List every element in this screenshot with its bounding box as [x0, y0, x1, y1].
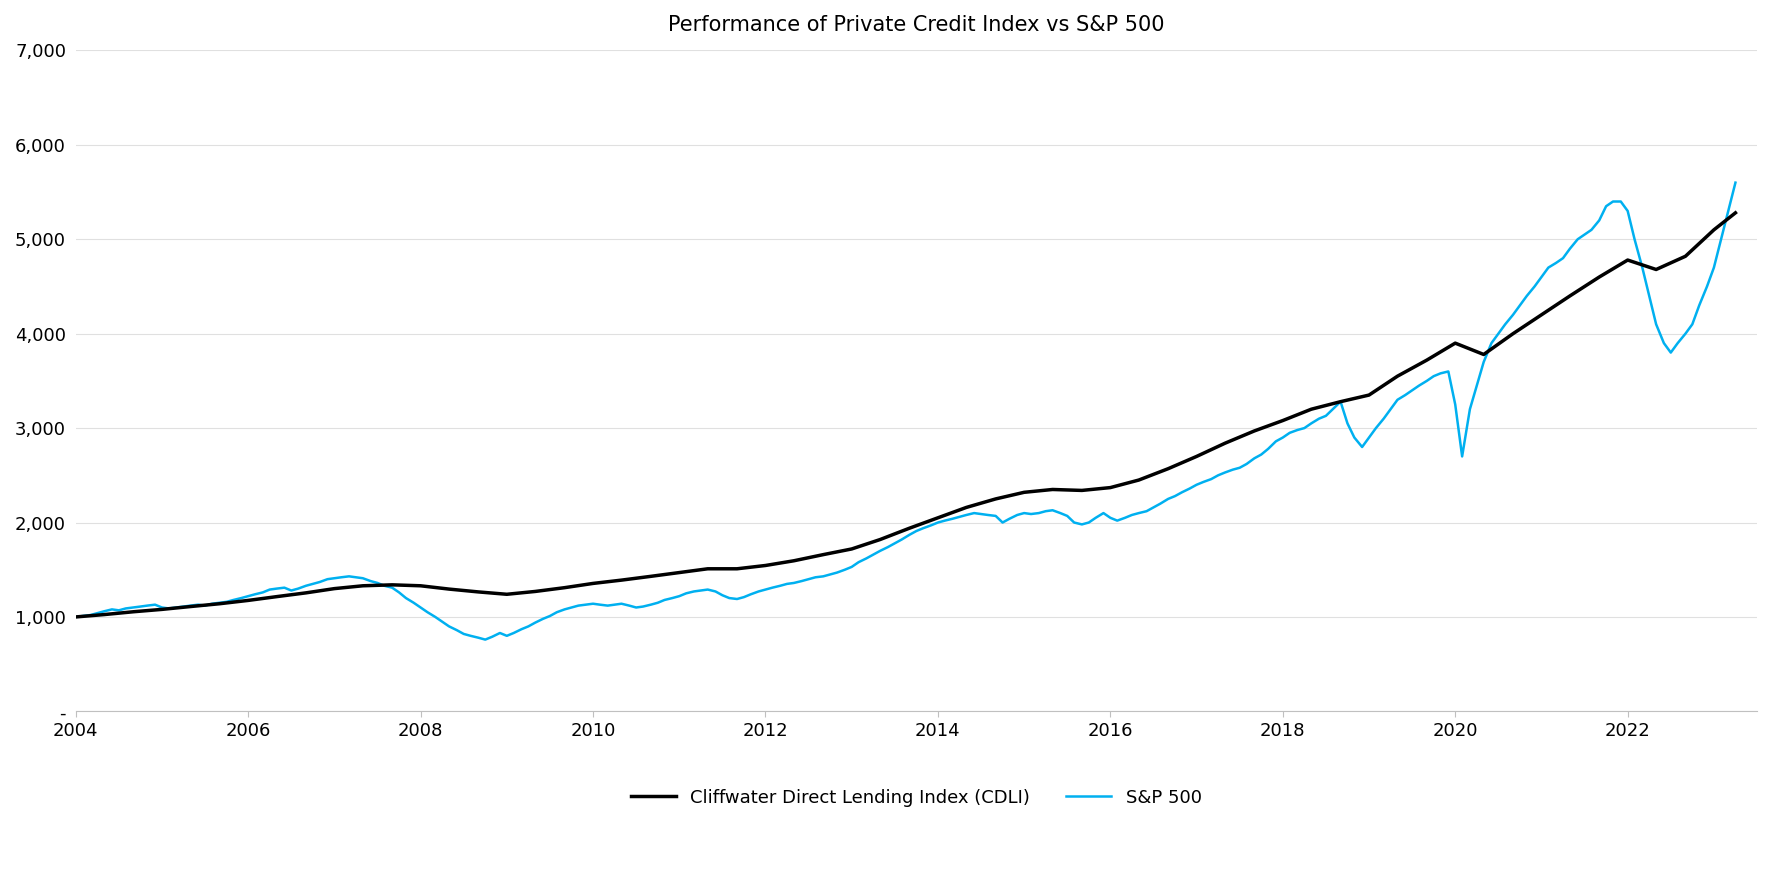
Legend: Cliffwater Direct Lending Index (CDLI), S&P 500: Cliffwater Direct Lending Index (CDLI), … — [622, 780, 1210, 816]
Cliffwater Direct Lending Index (CDLI) — [1272, 416, 1294, 426]
S&P 500 — [633, 602, 654, 612]
Cliffwater Direct Lending Index (CDLI) — [237, 595, 259, 606]
S&P 500 — [1373, 414, 1395, 424]
Line: Cliffwater Direct Lending Index (CDLI): Cliffwater Direct Lending Index (CDLI) — [76, 213, 1735, 617]
Title: Performance of Private Credit Index vs S&P 500: Performance of Private Credit Index vs S… — [668, 15, 1164, 35]
Cliffwater Direct Lending Index (CDLI) — [1724, 207, 1745, 218]
S&P 500 — [1595, 201, 1616, 212]
Cliffwater Direct Lending Index (CDLI) — [66, 611, 87, 622]
S&P 500 — [367, 578, 388, 588]
Cliffwater Direct Lending Index (CDLI) — [122, 606, 144, 617]
Cliffwater Direct Lending Index (CDLI) — [927, 512, 948, 523]
Cliffwater Direct Lending Index (CDLI) — [496, 589, 517, 600]
S&P 500 — [66, 611, 87, 622]
S&P 500 — [1724, 177, 1745, 188]
S&P 500 — [475, 634, 496, 645]
Line: S&P 500: S&P 500 — [76, 183, 1735, 640]
S&P 500 — [1703, 262, 1724, 273]
Cliffwater Direct Lending Index (CDLI) — [324, 583, 346, 594]
S&P 500 — [1409, 380, 1430, 391]
